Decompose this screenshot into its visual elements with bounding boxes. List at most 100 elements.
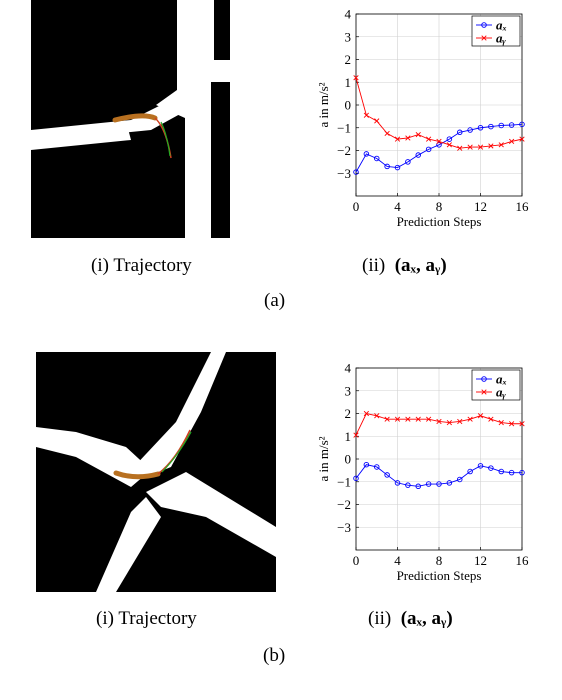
trajectory-history xyxy=(112,113,158,123)
legend-label: aᵧ xyxy=(496,385,507,400)
data-point-cross xyxy=(415,131,421,138)
data-point-circle xyxy=(353,475,359,482)
data-point-circle xyxy=(425,146,432,153)
cross-stroke xyxy=(467,144,473,150)
data-point-cross xyxy=(353,75,359,81)
legend-box xyxy=(471,369,521,401)
data-point-circle xyxy=(456,476,463,483)
y-tick-label: −1 xyxy=(337,474,351,489)
data-point-cross xyxy=(374,118,380,124)
cross-stroke xyxy=(488,416,494,422)
x-tick-label: 16 xyxy=(516,199,530,214)
cross-stroke xyxy=(394,416,401,422)
cross-stroke xyxy=(457,418,463,425)
legend-box xyxy=(471,15,521,47)
x-tick-label: 4 xyxy=(394,199,401,214)
cross-stroke xyxy=(363,112,369,118)
cross-stroke xyxy=(394,136,401,142)
x-tick-label: 16 xyxy=(516,553,530,568)
plot-caption-b: (ii) (aₓ, aᵧ) xyxy=(368,608,453,629)
data-point-circle xyxy=(467,468,473,475)
series-line-0 xyxy=(355,464,522,487)
cross-stroke xyxy=(509,421,515,427)
x-axis-label: Prediction Steps xyxy=(397,568,482,583)
data-point-circle xyxy=(436,142,442,148)
data-point-cross xyxy=(446,142,452,148)
data-point-circle xyxy=(384,163,390,170)
data-point-cross xyxy=(426,416,432,422)
cross-stroke xyxy=(467,416,473,422)
y-tick-label: −3 xyxy=(337,166,351,181)
legend-marker-circle xyxy=(481,22,487,28)
data-point-circle xyxy=(405,482,411,488)
y-tick-label: 0 xyxy=(345,452,352,467)
data-point-cross xyxy=(446,419,452,426)
cross-stroke xyxy=(363,410,369,417)
cross-stroke xyxy=(519,136,525,142)
data-point-cross xyxy=(415,416,421,422)
cross-stroke xyxy=(436,418,442,425)
y-tick-label: −2 xyxy=(337,143,351,158)
cross-stroke xyxy=(477,144,484,150)
trajectory-caption-a: (i) Trajectory xyxy=(91,255,192,276)
y-axis-label: a in m/s² xyxy=(316,82,331,127)
road-lower-right xyxy=(146,472,276,557)
cross-stroke xyxy=(384,416,390,422)
data-point-cross xyxy=(436,138,442,145)
panel-label-a: (a) xyxy=(264,290,286,311)
cross-stroke xyxy=(353,432,359,438)
data-point-circle xyxy=(373,155,380,162)
trajectory-history xyxy=(113,470,161,480)
data-point-circle xyxy=(353,169,359,175)
x-tick-label: 8 xyxy=(436,199,443,214)
y-tick-label: −2 xyxy=(337,497,351,512)
data-point-cross xyxy=(394,416,401,422)
data-point-cross xyxy=(363,410,369,417)
cross-stroke xyxy=(374,118,380,124)
y-tick-label: 1 xyxy=(345,429,352,444)
data-point-cross xyxy=(509,421,515,427)
data-point-circle xyxy=(405,159,411,165)
cross-stroke xyxy=(353,75,359,81)
trajectory-ground-truth xyxy=(160,121,171,157)
panel-label-b: (b) xyxy=(263,645,286,666)
data-point-circle xyxy=(394,480,401,486)
data-point-cross xyxy=(467,416,473,422)
cross-stroke xyxy=(498,142,504,148)
legend-marker-cross xyxy=(481,389,487,395)
data-point-cross xyxy=(498,142,504,148)
cross-stroke xyxy=(498,419,504,426)
y-tick-label: −3 xyxy=(337,520,351,535)
data-point-cross xyxy=(457,145,463,151)
y-tick-label: 2 xyxy=(345,52,352,67)
data-point-circle xyxy=(363,151,370,157)
data-point-circle xyxy=(488,123,494,130)
cross-stroke xyxy=(519,421,525,427)
data-point-circle xyxy=(508,122,515,128)
data-point-cross xyxy=(477,413,484,419)
data-point-circle xyxy=(508,469,515,476)
data-point-circle xyxy=(467,127,473,133)
data-point-cross xyxy=(488,143,494,149)
x-tick-label: 12 xyxy=(474,553,487,568)
data-point-cross xyxy=(498,419,504,426)
cross-stroke xyxy=(415,131,421,138)
trajectory-caption-b: (i) Trajectory xyxy=(96,608,197,629)
cross-stroke xyxy=(446,419,452,426)
y-tick-label: 0 xyxy=(345,98,352,113)
data-point-circle xyxy=(477,463,484,469)
y-tick-label: 2 xyxy=(345,406,352,421)
cross-stroke xyxy=(488,143,494,149)
y-tick-label: 4 xyxy=(345,7,352,22)
data-point-circle xyxy=(363,461,370,468)
legend-label: aₓ xyxy=(496,372,507,387)
trajectory-map-b xyxy=(36,352,276,592)
data-point-cross xyxy=(405,135,411,141)
data-point-circle xyxy=(477,124,484,131)
cross-stroke xyxy=(436,138,442,145)
road-diagonal-left xyxy=(31,121,131,150)
data-point-cross xyxy=(519,421,525,427)
y-tick-label: 4 xyxy=(345,361,352,376)
cross-stroke xyxy=(415,416,421,422)
